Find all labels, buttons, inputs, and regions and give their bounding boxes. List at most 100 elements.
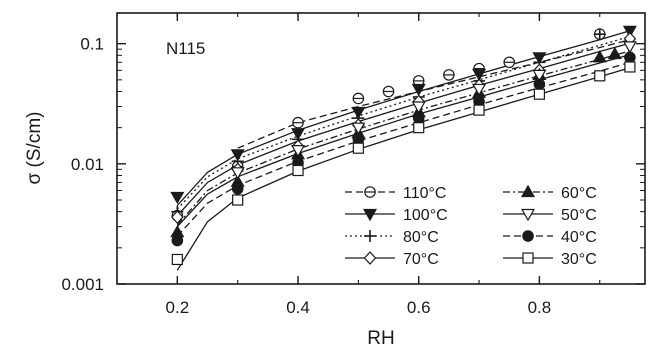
x-tick-label-3: 0.8 bbox=[528, 298, 552, 317]
series-5-point-1 bbox=[290, 145, 306, 158]
series-1-point-1 bbox=[230, 149, 245, 162]
series-6-point-1 bbox=[231, 182, 244, 195]
series-1-point-5 bbox=[472, 68, 487, 82]
y-axis-ticks: 0.001 0.01 0.1 bbox=[61, 35, 645, 294]
series-7-point-2-shape bbox=[292, 164, 304, 177]
series-5-point-2-shape bbox=[351, 122, 366, 135]
x-tick-label-0: 0.2 bbox=[166, 298, 190, 317]
series-3-point-0 bbox=[171, 210, 184, 225]
series-7-point-5 bbox=[473, 104, 485, 116]
series-0-point-8 bbox=[503, 56, 516, 69]
legend-marker-2 bbox=[364, 230, 376, 242]
data-markers bbox=[170, 25, 637, 266]
legend-marker-3 bbox=[363, 251, 377, 265]
y-tick-label-0: 0.001 bbox=[61, 275, 104, 294]
series-5-point-3-shape bbox=[411, 101, 426, 114]
series-5-point-4-shape bbox=[472, 83, 487, 97]
series-5-point-5-shape bbox=[532, 69, 547, 83]
plot-frame bbox=[116, 12, 646, 285]
series-1-point-4 bbox=[411, 83, 426, 97]
legend-marker-4 bbox=[520, 184, 536, 198]
x-tick-label-1: 0.4 bbox=[286, 298, 310, 317]
panel-label: N115 bbox=[166, 39, 205, 58]
x-tick-label-2: 0.6 bbox=[407, 298, 431, 317]
series-1-point-7-shape bbox=[622, 25, 637, 39]
series-7-point-2 bbox=[292, 164, 304, 177]
series-0-point-4 bbox=[382, 85, 395, 98]
legend-marker-5 bbox=[520, 208, 536, 222]
series-1-point-5-shape bbox=[472, 68, 487, 82]
series-6-point-4-shape bbox=[412, 112, 425, 124]
series-4-point-7-shape bbox=[592, 50, 607, 63]
series-5-point-4 bbox=[472, 83, 487, 97]
series-5-point-0-shape bbox=[230, 167, 245, 180]
fit-curve-0 bbox=[237, 39, 631, 149]
legend-marker-4-shape bbox=[520, 184, 536, 198]
legend-label-7: 30°C bbox=[561, 251, 597, 268]
y-tick-label-2: 0.1 bbox=[80, 35, 104, 54]
series-1-point-1-shape bbox=[230, 149, 245, 162]
series-7-point-8-shape bbox=[624, 61, 636, 73]
series-7-point-8 bbox=[624, 61, 636, 73]
series-5-point-6-shape bbox=[622, 41, 637, 54]
series-7-point-1-shape bbox=[232, 194, 244, 206]
series-5-point-0 bbox=[230, 167, 245, 180]
x-axis-title: RH bbox=[367, 328, 394, 349]
series-0-point-3 bbox=[352, 92, 365, 105]
series-7-point-7 bbox=[594, 70, 606, 82]
fit-curve-1 bbox=[176, 30, 631, 206]
legend-marker-1 bbox=[362, 208, 378, 222]
series-7-point-4-shape bbox=[413, 122, 425, 134]
legend-marker-0 bbox=[364, 186, 376, 198]
series-5-point-3 bbox=[411, 101, 426, 114]
series-6-point-6 bbox=[533, 78, 546, 90]
y-tick-label-1: 0.01 bbox=[71, 155, 104, 174]
legend: 110°C 100°C 80°C 70°C 60°C 50°C 40°C 30°C bbox=[345, 184, 597, 268]
series-1-point-0-shape bbox=[170, 191, 185, 205]
series-0-point-5 bbox=[412, 75, 425, 87]
fit-curve-5 bbox=[176, 54, 631, 228]
fit-curve-7 bbox=[176, 67, 631, 271]
series-7-point-4 bbox=[413, 122, 425, 134]
series-6-point-0 bbox=[171, 234, 184, 247]
x-axis-ticks: 0.2 0.4 0.6 0.8 bbox=[116, 13, 601, 317]
legend-label-0: 110°C bbox=[403, 185, 446, 202]
series-5-point-5 bbox=[532, 69, 547, 83]
legend-marker-1-shape bbox=[362, 208, 378, 222]
legend-label-1: 100°C bbox=[403, 207, 448, 224]
series-7-point-0 bbox=[171, 253, 183, 266]
series-6-point-0-shape bbox=[171, 234, 184, 247]
series-6-point-4 bbox=[412, 112, 425, 124]
legend-marker-7 bbox=[522, 252, 534, 264]
series-7-point-1 bbox=[232, 194, 244, 206]
series-6-point-1-shape bbox=[231, 182, 244, 195]
y-axis-title: σ (S/cm) bbox=[24, 112, 45, 185]
series-4-point-8-shape bbox=[607, 46, 622, 60]
series-7-point-5-shape bbox=[473, 104, 485, 116]
series-1-point-4-shape bbox=[411, 83, 426, 97]
series-5-point-1-shape bbox=[290, 145, 306, 158]
series-7-point-0-shape bbox=[171, 253, 183, 266]
legend-marker-7-shape bbox=[522, 252, 534, 264]
series-6-point-7-shape bbox=[624, 51, 636, 64]
legend-marker-6-shape bbox=[522, 230, 534, 242]
legend-marker-6 bbox=[522, 230, 534, 242]
series-0-point-2 bbox=[292, 116, 304, 129]
legend-label-2: 80°C bbox=[403, 229, 439, 246]
series-6-point-6-shape bbox=[533, 78, 546, 90]
series-7-point-3-shape bbox=[352, 142, 364, 154]
series-5-point-2 bbox=[351, 122, 366, 135]
series-7-point-7-shape bbox=[594, 70, 606, 82]
series-6-point-7 bbox=[624, 51, 636, 64]
fit-curve-2 bbox=[176, 35, 631, 210]
series-5-point-6 bbox=[622, 41, 637, 54]
series-1-point-0 bbox=[170, 191, 185, 205]
legend-label-5: 50°C bbox=[561, 207, 597, 224]
series-3-point-0-shape bbox=[171, 210, 184, 225]
legend-label-3: 70°C bbox=[403, 251, 439, 268]
series-2-point-7 bbox=[593, 28, 606, 41]
series-7-point-6-shape bbox=[533, 88, 546, 100]
legend-marker-3-shape bbox=[363, 251, 377, 265]
